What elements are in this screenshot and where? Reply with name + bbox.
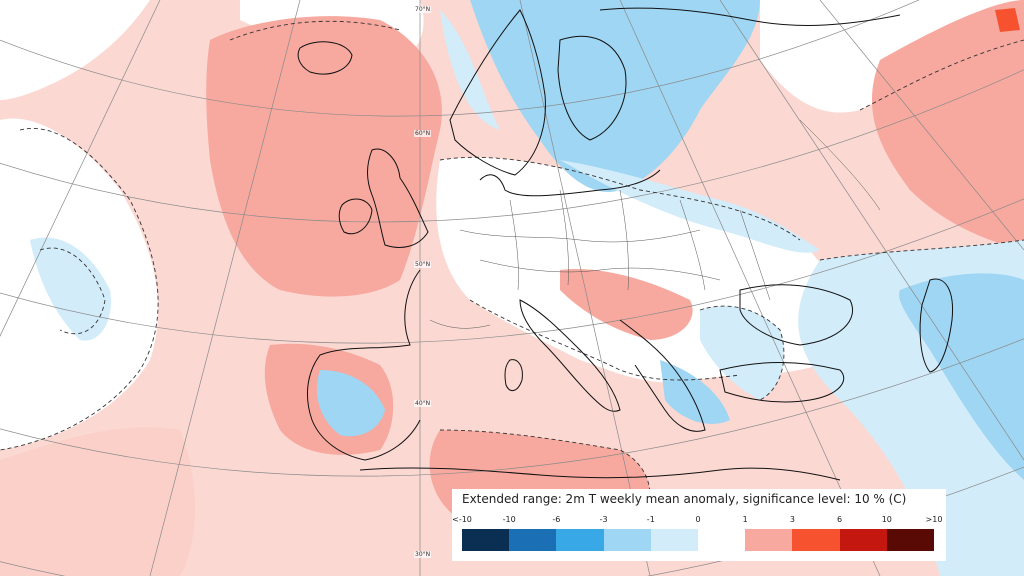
- legend-ticks: <-10 -10 -6 -3 -1 0 1 3 6 10 >10: [452, 515, 946, 527]
- legend-swatch: [698, 529, 746, 551]
- legend-swatch: [745, 529, 793, 551]
- lat-label-60n: 60°N: [414, 130, 432, 137]
- legend-tick-label: -6: [552, 515, 561, 524]
- lat-label-50n: 50°N: [414, 261, 432, 268]
- cold-region-west-atlantic: [30, 237, 111, 341]
- legend-swatch: [603, 529, 651, 551]
- warm-region-north-atlantic: [206, 16, 442, 297]
- warm-region-russia: [871, 0, 1024, 250]
- cold-region-iberia: [316, 370, 385, 437]
- neutral-region-northwest: [0, 0, 150, 100]
- cold-region-scandinavia: [470, 0, 760, 192]
- cold-region-baltic: [560, 160, 820, 253]
- legend-tick-label: -3: [599, 515, 608, 524]
- color-legend: Extended range: 2m T weekly mean anomaly…: [452, 489, 946, 561]
- warm-region-russia-strong: [995, 8, 1020, 32]
- legend-swatch: [509, 529, 557, 551]
- cold-region-scandinavia-light: [440, 10, 500, 130]
- lat-label-70n: 70°N: [414, 6, 432, 13]
- cold-region-east-medium: [899, 273, 1024, 480]
- cold-region-balkans: [700, 306, 784, 400]
- borders: [429, 119, 881, 329]
- legend-color-bar: [462, 529, 935, 551]
- cold-region-greece: [660, 360, 730, 424]
- warm-region-atlantic-south: [0, 427, 195, 576]
- legend-tick-label: >10: [925, 515, 943, 524]
- legend-tick-label: 3: [789, 515, 795, 524]
- legend-tick-label: -10: [502, 515, 516, 524]
- legend-swatch: [462, 529, 510, 551]
- legend-swatch: [886, 529, 935, 551]
- legend-tick-label: 0: [695, 515, 701, 524]
- coastlines: [297, 7, 954, 481]
- significance-contours: [0, 20, 1024, 541]
- legend-swatch: [650, 529, 699, 551]
- legend-swatch: [792, 529, 840, 551]
- legend-swatch: [839, 529, 887, 551]
- legend-title: Extended range: 2m T weekly mean anomaly…: [462, 492, 907, 506]
- warm-region-italy: [560, 269, 693, 340]
- legend-tick-label: 10: [881, 515, 892, 524]
- lat-label-30n: 30°N: [414, 551, 432, 558]
- legend-tick-label: 6: [837, 515, 843, 524]
- legend-tick-label: <-10: [452, 515, 472, 524]
- legend-tick-label: -1: [646, 515, 655, 524]
- lat-label-40n: 40°N: [414, 400, 432, 407]
- legend-tick-label: 1: [742, 515, 748, 524]
- legend-swatch: [556, 529, 604, 551]
